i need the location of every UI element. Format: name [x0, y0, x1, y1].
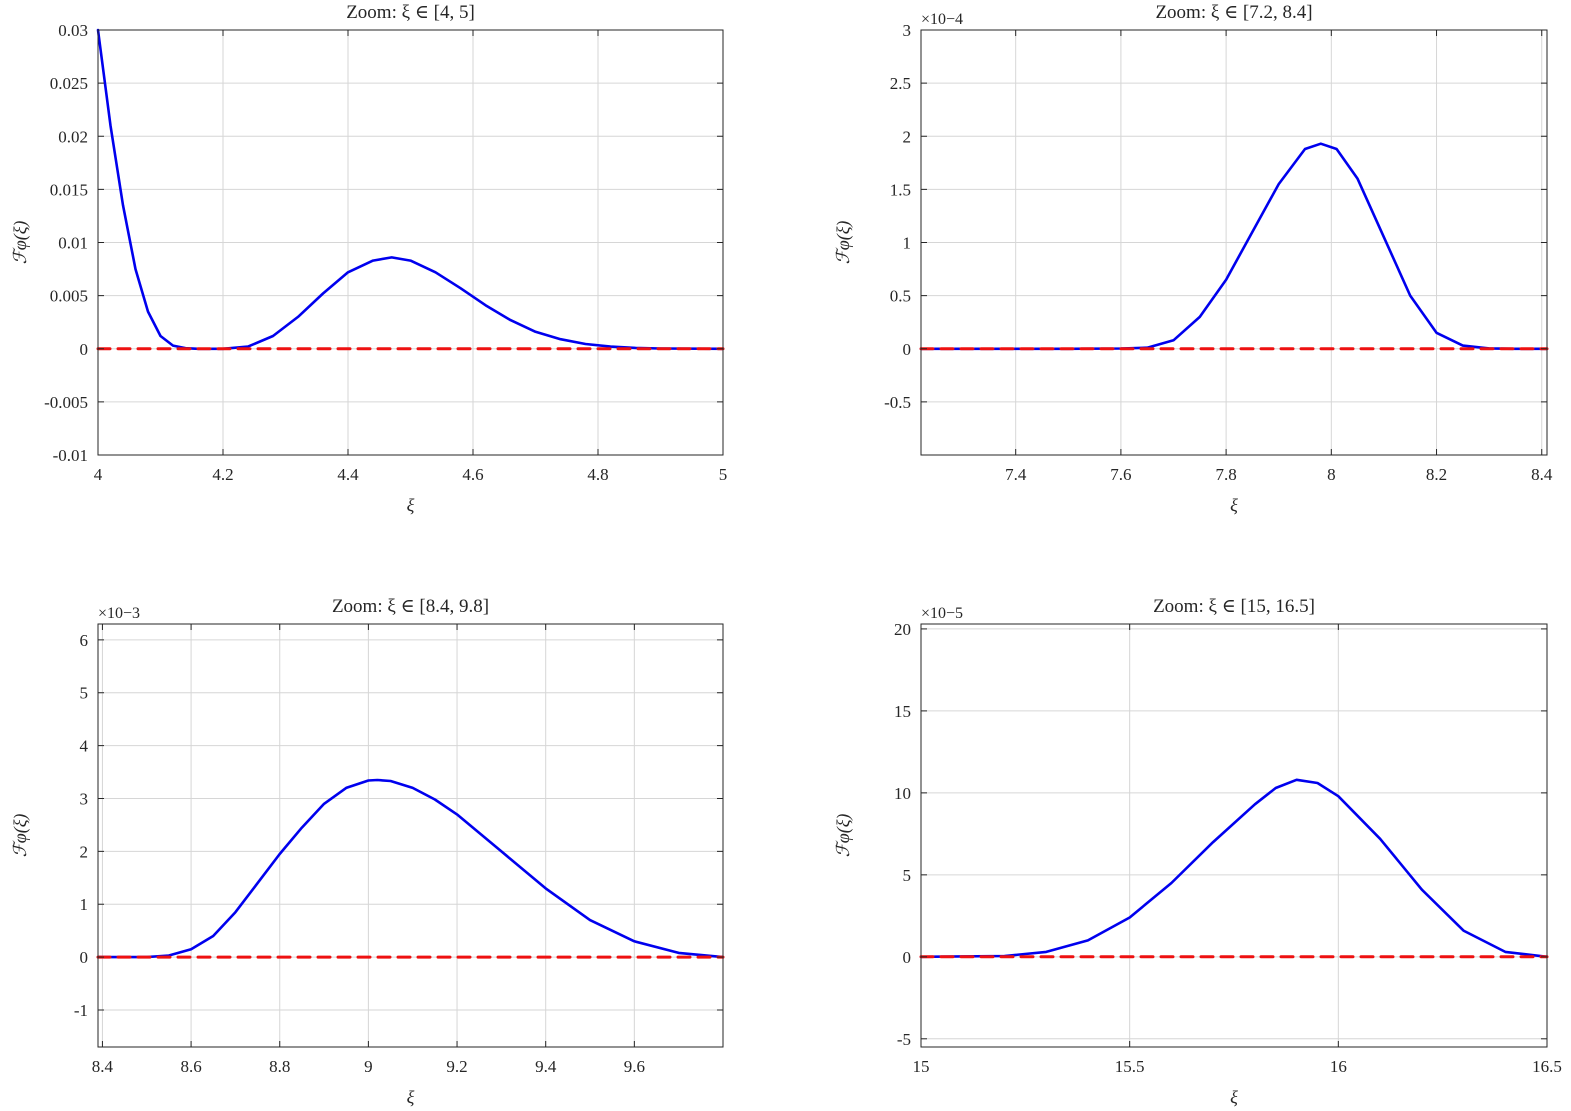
- y-exponent-label: ×10−5: [921, 605, 963, 622]
- y-tick-label: 5: [80, 684, 89, 703]
- y-tick-label: -0.5: [884, 393, 911, 412]
- x-tick-label: 8.4: [92, 1057, 114, 1076]
- axes-frame: [97, 623, 724, 1048]
- y-axis-label: ℱφ(ξ): [833, 814, 854, 858]
- blue-curve-line: [919, 778, 1549, 959]
- y-tick-label: -0.005: [44, 393, 88, 412]
- y-tick-label: 2.5: [890, 74, 911, 93]
- x-tick-label: 8.6: [180, 1057, 201, 1076]
- x-axis-label: ξ: [407, 495, 415, 515]
- x-tick-label: 9.6: [624, 1057, 645, 1076]
- x-axis-label: ξ: [1230, 495, 1238, 515]
- y-tick-label: 2: [80, 842, 89, 861]
- y-tick-label: 0.5: [890, 287, 911, 306]
- y-tick-label: 6: [80, 631, 89, 650]
- y-exponent-label: ×10−3: [98, 605, 140, 622]
- x-tick-label: 15: [913, 1057, 930, 1076]
- plot-area: [921, 624, 1547, 1047]
- x-tick-label: 4: [94, 465, 103, 484]
- y-tick-label: -1: [74, 1001, 88, 1020]
- blue-curve-line: [96, 778, 725, 959]
- x-tick-label: 7.4: [1005, 465, 1027, 484]
- x-tick-label: 8.4: [1531, 465, 1553, 484]
- blue-curve-line: [919, 142, 1549, 351]
- subplot-bottom-left: 8.4 8.6 8.8 9 9.2 9.4 9.6 -1 0 1 2 3 4 5 6 Zoom: ξ ∈ [8…: [10, 596, 725, 1107]
- y-tick-label: 1: [903, 234, 912, 253]
- axes-frame: [920, 623, 1548, 1048]
- x-tick-label: 4.6: [462, 465, 483, 484]
- x-axis-label: ξ: [407, 1087, 415, 1107]
- y-tick-label: 0.01: [58, 234, 88, 253]
- x-tick-label: 7.8: [1215, 465, 1236, 484]
- y-tick-label: 5: [903, 866, 912, 885]
- y-tick-label: 3: [80, 789, 89, 808]
- x-tick-label: 9.2: [446, 1057, 467, 1076]
- blue-curve-line: [96, 28, 725, 351]
- chart-title: Zoom: ξ ∈ [15, 16.5]: [1153, 596, 1315, 617]
- plot-area: [98, 624, 723, 1047]
- y-tick-label: -0.01: [53, 446, 88, 465]
- y-tick-label: -5: [897, 1030, 911, 1049]
- x-tick-label: 7.6: [1110, 465, 1131, 484]
- y-tick-label: 0.005: [50, 287, 88, 306]
- y-tick-label: 0: [80, 340, 89, 359]
- x-tick-label: 16.5: [1532, 1057, 1562, 1076]
- y-tick-label: 20: [894, 620, 911, 639]
- x-tick-label: 4.8: [587, 465, 608, 484]
- x-tick-label: 9.4: [535, 1057, 557, 1076]
- x-tick-label: 4.4: [337, 465, 359, 484]
- y-tick-label: 1: [80, 895, 89, 914]
- y-tick-label: 15: [894, 702, 911, 721]
- y-tick-label: 0: [80, 948, 89, 967]
- y-tick-label: 0.03: [58, 21, 88, 40]
- y-tick-label: 0: [903, 340, 912, 359]
- y-tick-label: 2: [903, 127, 912, 146]
- x-tick-label: 8.8: [269, 1057, 290, 1076]
- x-axis-label: ξ: [1230, 1087, 1238, 1107]
- y-tick-label: 4: [80, 737, 89, 756]
- chart-title: Zoom: ξ ∈ [7.2, 8.4]: [1155, 2, 1312, 23]
- subplot-top-left: 4 4.2 4.4 4.6 4.8 5 -0.01 -0.005 0 0.005 0.01 0.015…: [10, 2, 727, 515]
- x-tick-label: 5: [719, 465, 728, 484]
- y-axis-label: ℱφ(ξ): [10, 221, 31, 265]
- y-tick-label: 0: [903, 948, 912, 967]
- x-tick-label: 4.2: [212, 465, 233, 484]
- x-tick-label: 16: [1330, 1057, 1347, 1076]
- y-tick-label: 0.015: [50, 180, 88, 199]
- y-tick-label: 1.5: [890, 180, 911, 199]
- y-axis-label: ℱφ(ξ): [833, 221, 854, 265]
- subplot-top-right: 7.4 7.6 7.8 8 8.2 8.4 -0.5 0 0.5 1 1.5 2 2.5 3 Zoom: ξ…: [833, 2, 1553, 515]
- x-tick-label: 9: [364, 1057, 373, 1076]
- x-tick-label: 8: [1327, 465, 1336, 484]
- y-tick-label: 0.02: [58, 127, 88, 146]
- y-tick-label: 0.025: [50, 74, 88, 93]
- y-axis-label: ℱφ(ξ): [10, 814, 31, 858]
- x-tick-label: 8.2: [1426, 465, 1447, 484]
- y-exponent-label: ×10−4: [921, 11, 963, 28]
- y-tick-label: 10: [894, 784, 911, 803]
- y-tick-label: 3: [903, 21, 912, 40]
- chart-title: Zoom: ξ ∈ [4, 5]: [346, 2, 475, 23]
- subplot-bottom-right: 15 15.5 16 16.5 -5 0 5 10 15 20 Zoom: ξ ∈ [15, 16.…: [833, 596, 1562, 1107]
- x-tick-label: 15.5: [1115, 1057, 1145, 1076]
- chart-title: Zoom: ξ ∈ [8.4, 9.8]: [332, 596, 489, 617]
